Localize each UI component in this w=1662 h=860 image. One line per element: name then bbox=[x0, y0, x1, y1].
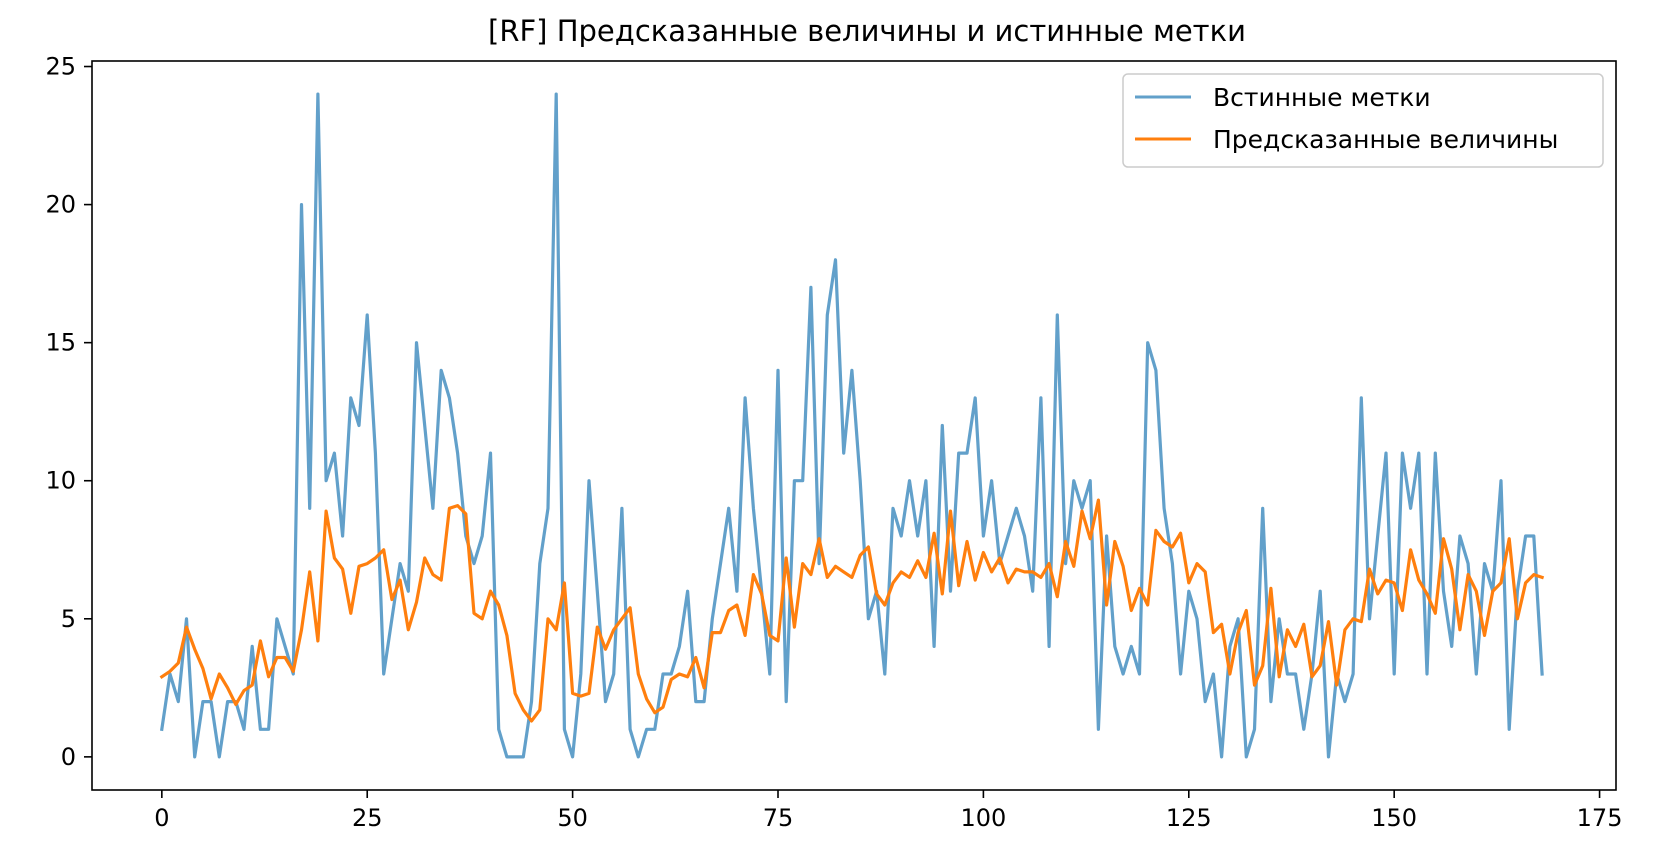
y-tick-label: 20 bbox=[45, 191, 76, 219]
x-tick-label: 125 bbox=[1166, 804, 1212, 832]
legend-label-predicted-values: Предсказанные величины bbox=[1213, 125, 1558, 154]
x-tick-label: 100 bbox=[960, 804, 1006, 832]
y-tick-label: 25 bbox=[45, 53, 76, 81]
legend-label-true-labels: Встинные метки bbox=[1213, 83, 1431, 112]
y-tick-label: 10 bbox=[45, 467, 76, 495]
x-axis: 0 25 50 75 100 125 150 175 bbox=[154, 790, 1622, 832]
x-tick-label: 150 bbox=[1371, 804, 1417, 832]
plot-frame bbox=[91, 60, 1617, 791]
legend-box bbox=[1122, 73, 1604, 168]
x-tick-label: 25 bbox=[352, 804, 383, 832]
y-tick-label: 5 bbox=[61, 605, 76, 633]
series-layer bbox=[159, 92, 1545, 759]
chart-title: [RF] Предсказанные величины и истинные м… bbox=[488, 14, 1246, 48]
x-tick-label: 0 bbox=[154, 804, 169, 832]
y-axis: 0 5 10 15 20 25 bbox=[45, 53, 92, 771]
x-tick-label: 50 bbox=[557, 804, 588, 832]
y-tick-label: 0 bbox=[61, 743, 76, 771]
y-tick-label: 15 bbox=[45, 329, 76, 357]
x-tick-label: 175 bbox=[1577, 804, 1623, 832]
series-line-1 bbox=[159, 498, 1545, 723]
legend: Встинные метки Предсказанные величины bbox=[1122, 73, 1604, 168]
x-tick-label: 75 bbox=[763, 804, 794, 832]
